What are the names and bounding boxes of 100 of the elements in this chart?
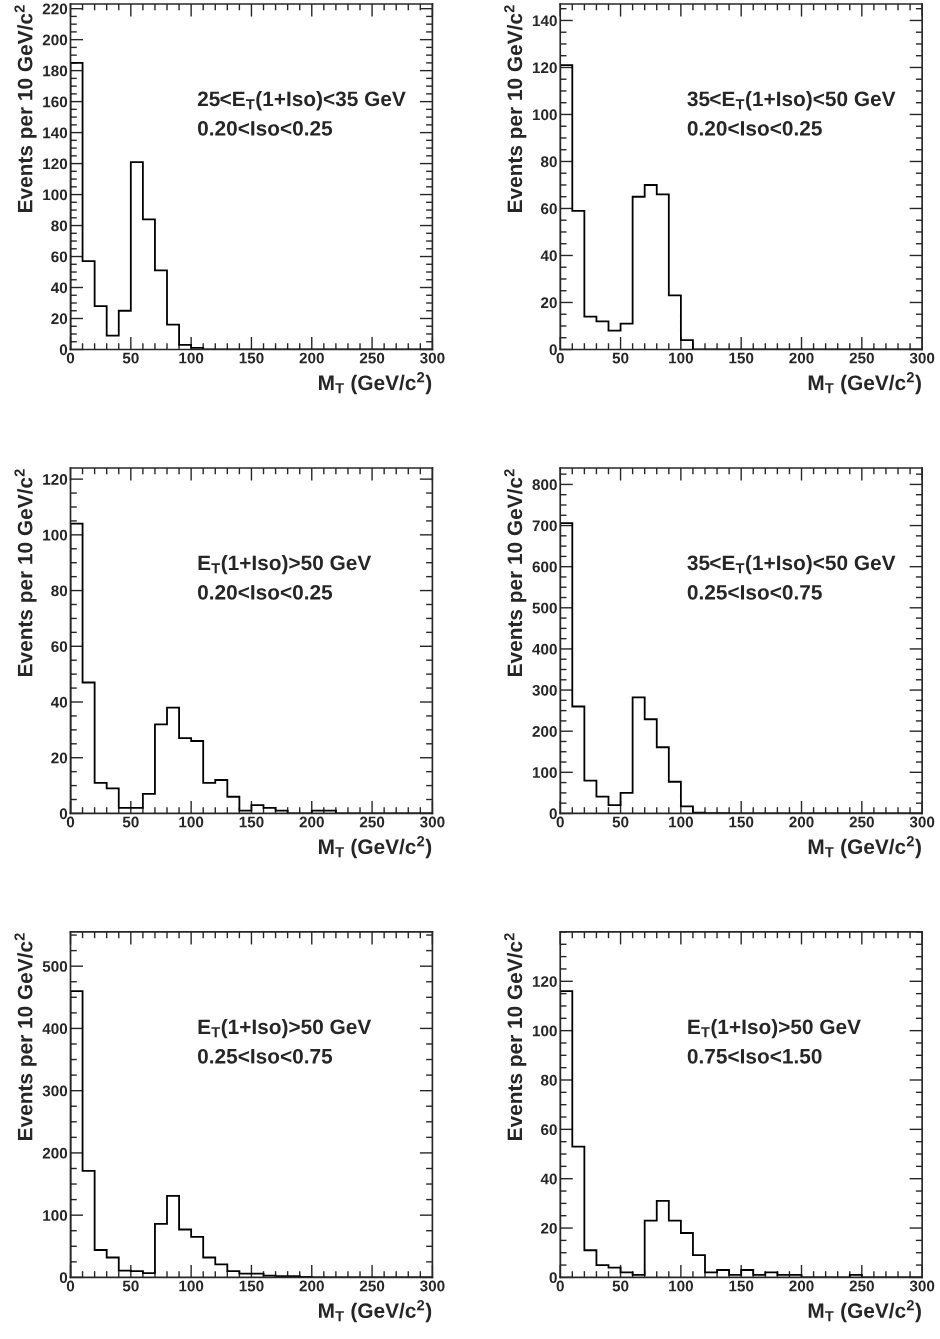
x-tick-label: 250 [359, 816, 385, 828]
y-tick-label: 600 [532, 561, 557, 573]
y-tick-label: 40 [50, 696, 68, 708]
x-tick-label: 300 [909, 352, 935, 364]
annotation: 0.20<Iso<0.25 [197, 120, 333, 136]
y-tick-label: 100 [43, 1210, 68, 1221]
y-tick-label: 0 [549, 344, 557, 356]
x-tick-label: 150 [729, 352, 754, 364]
y-tick-label: 60 [51, 251, 68, 263]
x-axis-title: M$_{T}$ (GeV/c$^{2}$) [319, 1299, 432, 1323]
x-tick-label: 300 [420, 1280, 445, 1292]
annotation: 0.20<Iso<0.25 [687, 120, 822, 136]
x-tick-label: 50 [612, 1280, 629, 1292]
x-tick-label: 200 [299, 1280, 324, 1292]
y-tick-label: 100 [43, 189, 68, 201]
y-tick-label: 100 [532, 767, 557, 778]
y-tick-label: 120 [43, 158, 68, 170]
x-tick-label: 100 [179, 1280, 204, 1292]
x-axis-title: M$_{T}$ (GeV/c$^{2}$) [808, 372, 921, 395]
x-tick-label: 50 [612, 352, 629, 364]
y-tick-label: 100 [43, 529, 68, 541]
y-tick-label: 140 [43, 127, 68, 139]
x-tick-label: 300 [420, 352, 445, 364]
x-axis-title: M$_{T}$ (GeV/c$^{2}$) [319, 836, 432, 859]
annotation: 25<E$_{T}$(1+Iso)<35 GeV [197, 90, 406, 111]
y-tick-label: 0 [549, 1272, 557, 1284]
y-tick-label: 0 [59, 808, 68, 820]
x-tick-label: 150 [239, 1280, 264, 1292]
x-tick-label: 150 [729, 816, 754, 828]
x-tick-label: 300 [909, 816, 935, 828]
y-tick-label: 140 [532, 15, 557, 27]
annotation: 35<E$_{T}$(1+Iso)<50 GeV [687, 90, 896, 111]
y-tick-label: 0 [59, 344, 68, 356]
x-tick-label: 50 [122, 1280, 139, 1292]
y-tick-label: 200 [42, 34, 68, 46]
y-tick-label: 400 [532, 643, 557, 655]
x-tick-label: 200 [789, 352, 814, 364]
y-tick-label: 20 [541, 297, 557, 309]
y-axis-title: Events per 10 GeV/c$^{2}$ [504, 469, 527, 676]
x-axis-title: M$_{T}$ (GeV/c$^{2}$) [319, 372, 432, 395]
x-tick-label: 100 [669, 1280, 693, 1292]
y-tick-label: 0 [549, 808, 557, 820]
y-tick-label: 160 [43, 96, 68, 108]
y-tick-label: 220 [42, 3, 68, 15]
y-tick-label: 200 [42, 1147, 68, 1159]
y-axis-title: Events per 10 GeV/c$^{2}$ [14, 933, 37, 1140]
y-tick-label: 80 [51, 220, 68, 232]
x-tick-label: 250 [849, 816, 874, 828]
annotation: E$_{T}$(1+Iso)>50 GeV [688, 1018, 861, 1039]
y-tick-label: 200 [532, 726, 557, 737]
y-tick-label: 120 [43, 473, 68, 485]
x-tick-label: 150 [239, 352, 264, 364]
y-tick-label: 700 [532, 520, 557, 532]
x-tick-label: 250 [359, 352, 385, 364]
y-tick-label: 100 [532, 109, 557, 121]
x-tick-label: 100 [669, 816, 693, 828]
y-tick-label: 100 [532, 1025, 557, 1037]
y-axis-title: Events per 10 GeV/c$^{2}$ [504, 5, 527, 212]
y-tick-label: 40 [540, 250, 557, 262]
annotation: 0.25<Iso<0.75 [197, 1048, 333, 1064]
x-tick-label: 50 [122, 816, 139, 828]
y-tick-label: 20 [51, 313, 68, 325]
y-tick-label: 20 [51, 752, 68, 764]
annotation: E$_{T}$(1+Iso)>50 GeV [198, 1018, 372, 1039]
x-axis-title: M$_{T}$ (GeV/c$^{2}$) [808, 1299, 921, 1323]
x-tick-label: 50 [612, 816, 629, 828]
y-tick-label: 60 [541, 1124, 557, 1136]
y-tick-label: 80 [51, 585, 68, 597]
y-tick-label: 180 [43, 65, 68, 77]
annotation: 35<E$_{T}$(1+Iso)<50 GeV [687, 554, 896, 575]
y-tick-label: 20 [541, 1222, 557, 1234]
x-tick-label: 250 [359, 1280, 385, 1292]
x-tick-label: 100 [669, 352, 693, 364]
y-axis-title: Events per 10 GeV/c$^{2}$ [14, 469, 37, 676]
x-tick-label: 200 [299, 352, 324, 364]
x-tick-label: 50 [122, 352, 139, 364]
x-tick-label: 200 [789, 816, 814, 828]
x-tick-label: 250 [849, 1280, 874, 1292]
x-axis-title: M$_{T}$ (GeV/c$^{2}$) [808, 836, 921, 859]
y-tick-label: 300 [532, 684, 557, 696]
y-tick-label: 60 [51, 641, 68, 652]
x-tick-label: 200 [299, 816, 324, 828]
y-axis-title: Events per 10 GeV/c$^{2}$ [504, 933, 527, 1140]
y-tick-label: 400 [42, 1023, 68, 1035]
x-tick-label: 300 [909, 1280, 935, 1292]
x-tick-label: 150 [729, 1280, 754, 1292]
x-tick-label: 250 [849, 352, 874, 364]
y-tick-label: 120 [532, 976, 557, 987]
x-tick-label: 150 [239, 816, 264, 828]
y-axis-title: Events per 10 GeV/c$^{2}$ [14, 5, 37, 212]
x-tick-label: 100 [179, 816, 204, 828]
y-tick-label: 500 [532, 602, 557, 614]
y-tick-label: 80 [540, 156, 557, 168]
y-tick-label: 500 [42, 961, 68, 972]
annotation: 0.25<Iso<0.75 [687, 584, 822, 600]
y-tick-label: 800 [532, 479, 557, 491]
y-tick-label: 40 [50, 282, 68, 294]
y-tick-label: 60 [541, 203, 557, 215]
annotation: 0.75<Iso<1.50 [687, 1048, 822, 1064]
y-tick-label: 40 [540, 1173, 557, 1185]
